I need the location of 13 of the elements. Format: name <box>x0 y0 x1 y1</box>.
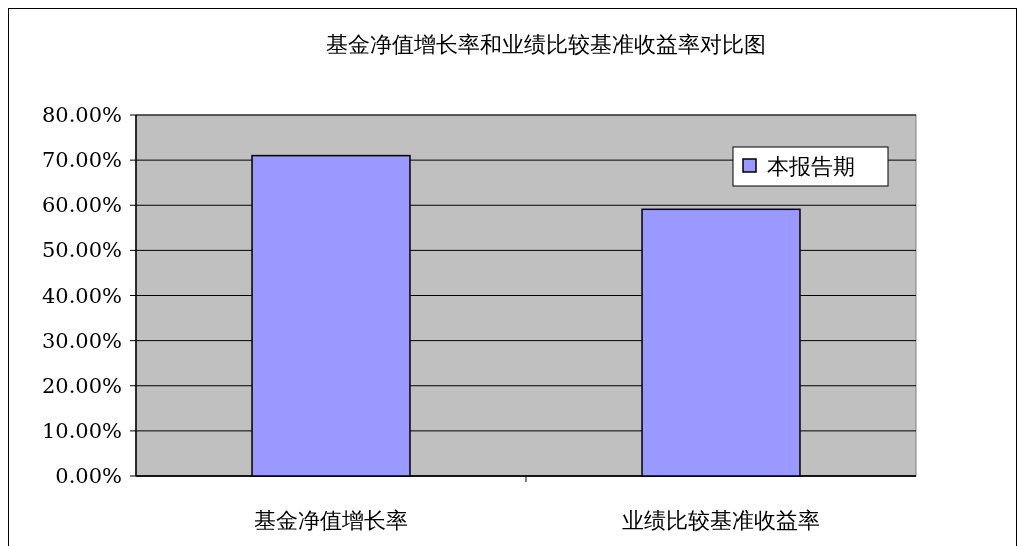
y-tick-label: 0.00% <box>55 464 122 488</box>
legend-label: 本报告期 <box>767 154 855 179</box>
y-tick-label: 10.00% <box>41 418 122 443</box>
y-tick-label: 40.00% <box>41 283 122 308</box>
y-tick-label: 30.00% <box>41 328 122 353</box>
x-tick-label: 业绩比较基准收益率 <box>622 508 820 533</box>
x-tick-label: 基金净值增长率 <box>254 508 408 533</box>
y-tick-label: 70.00% <box>41 148 122 173</box>
y-tick-label: 80.00% <box>41 103 122 127</box>
y-tick-label: 20.00% <box>41 373 122 398</box>
y-tick-label: 60.00% <box>41 193 122 218</box>
chart-title: 基金净值增长率和业绩比较基准收益率对比图 <box>326 32 766 57</box>
y-tick-label: 50.00% <box>41 238 122 263</box>
